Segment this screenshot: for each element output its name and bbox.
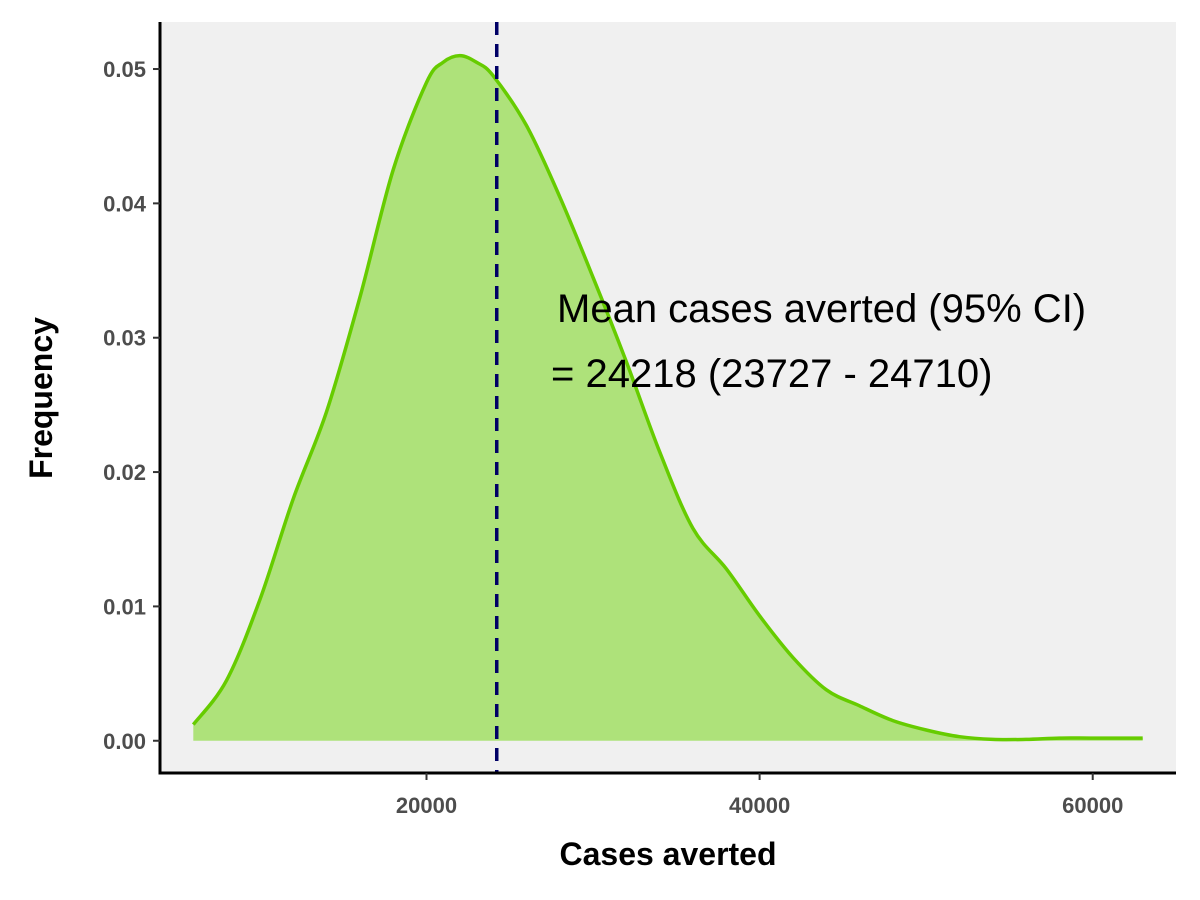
x-tick-label: 60000 bbox=[1062, 793, 1123, 818]
y-tick-label: 0.03 bbox=[103, 326, 146, 351]
annotation-line-2: = 24218 (23727 - 24710) bbox=[551, 352, 992, 396]
y-axis-title: Frequency bbox=[23, 317, 59, 479]
x-axis-title: Cases averted bbox=[559, 836, 776, 872]
density-area-layer bbox=[191, 53, 1143, 742]
y-tick-label: 0.02 bbox=[103, 460, 146, 485]
y-axis-ticks: 0.00 0.01 0.02 0.03 0.04 0.05 bbox=[103, 57, 160, 754]
y-tick-label: 0.01 bbox=[103, 594, 146, 619]
annotation-line-1: Mean cases averted (95% CI) bbox=[557, 287, 1086, 331]
density-curve-line bbox=[191, 53, 1143, 742]
x-tick-label: 20000 bbox=[396, 793, 457, 818]
x-axis-ticks: 20000 40000 60000 bbox=[396, 773, 1123, 818]
density-area-fill bbox=[193, 55, 1143, 741]
x-tick-label: 40000 bbox=[729, 793, 790, 818]
y-tick-label: 0.05 bbox=[103, 57, 146, 82]
y-tick-label: 0.00 bbox=[103, 729, 146, 754]
y-tick-label: 0.04 bbox=[103, 191, 147, 216]
